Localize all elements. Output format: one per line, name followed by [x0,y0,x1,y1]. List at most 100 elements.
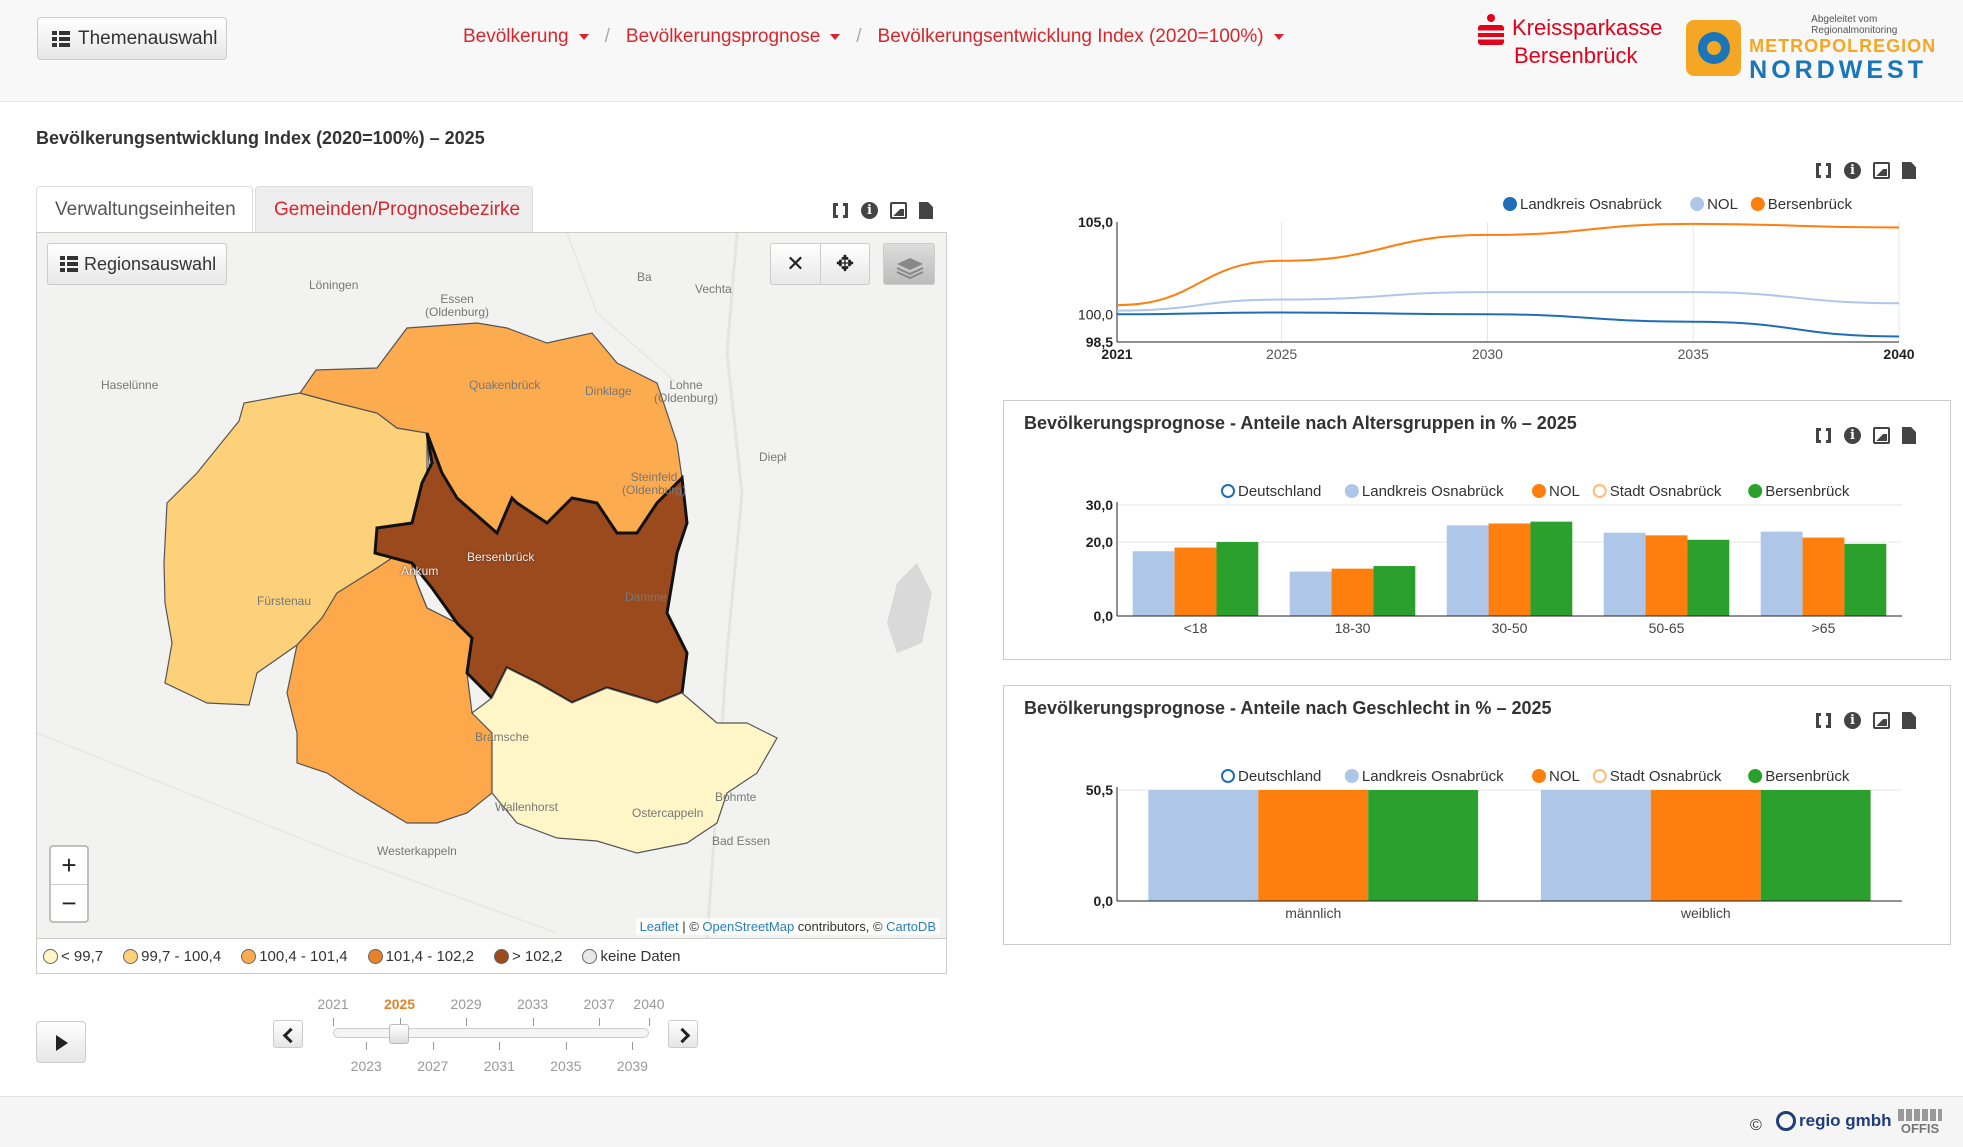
bar-bersenbrück-65[interactable] [1844,543,1887,616]
timeline-track[interactable] [333,1028,649,1038]
legend-label: 101,4 - 102,2 [385,947,474,965]
chart-legend-item[interactable]: Bersenbrück [1748,483,1850,500]
bar-bersenbrück-männlich[interactable] [1368,790,1479,901]
tab-verwaltungseinheiten[interactable]: Verwaltungseinheiten [36,186,253,232]
timeline-tick [466,1018,468,1026]
chart-legend-item[interactable]: NOL [1690,196,1738,213]
image-export-icon[interactable] [1873,427,1890,444]
bar-nol-18-30[interactable] [1331,568,1374,616]
bar-nol-50-65[interactable] [1645,535,1688,616]
x-tick-label: 18-30 [1335,620,1371,636]
timeline-year-label[interactable]: 2040 [633,996,665,1012]
breadcrumb-subtopic[interactable]: Bevölkerungsprognose [626,26,841,48]
bar-landkreis-osnabrück-30-50[interactable] [1446,525,1489,616]
cartodb-link[interactable]: CartoDB [886,919,936,934]
play-button[interactable] [36,1021,86,1063]
bar-nol-30-50[interactable] [1488,523,1531,617]
map-view[interactable]: Regionsauswahl ✕ ✥ Löningen Essen (Oldenbu… [36,232,947,939]
info-icon[interactable] [861,202,878,219]
info-icon[interactable] [1844,427,1861,444]
series-line-bersenbrück[interactable] [1116,222,1900,307]
timeline-year-label[interactable]: 2035 [550,1058,582,1074]
theme-selection-button[interactable]: Themenauswahl [37,17,227,60]
bar-bersenbrück-30-50[interactable] [1530,521,1573,616]
bar-landkreis-osnabrück-18[interactable] [1132,551,1175,616]
bar-landkreis-osnabrück-50-65[interactable] [1603,532,1646,616]
chart-legend-item[interactable]: Deutschland [1221,768,1321,785]
chart-legend-item[interactable]: Deutschland [1221,483,1321,500]
image-export-icon[interactable] [1873,162,1890,179]
layers-icon[interactable] [883,243,935,285]
timeline-year-label[interactable]: 2037 [583,996,615,1012]
breadcrumb-topic[interactable]: Bevölkerung [463,26,589,48]
timeline-year-label[interactable]: 2029 [450,996,482,1012]
chart-legend-item[interactable]: Stadt Osnabrück [1592,483,1722,500]
map-toolbar: ✕ ✥ [770,243,870,285]
timeline-year-label[interactable]: 2031 [483,1058,515,1074]
timeline-handle[interactable] [389,1024,409,1044]
chart-legend-item[interactable]: NOL [1532,483,1580,500]
bar-bersenbrück-18-30[interactable] [1373,566,1416,616]
zoom-in-button[interactable]: + [61,850,77,880]
document-icon[interactable] [1902,712,1916,729]
y-tick-label: 98,5 [1086,334,1113,350]
timeline-current-year[interactable]: 2025 [383,996,416,1012]
chart-legend-item[interactable]: NOL [1532,768,1580,785]
chart-legend-item[interactable]: Stadt Osnabrück [1592,768,1722,785]
image-export-icon[interactable] [1873,712,1890,729]
timeline-year-label[interactable]: 2021 [317,996,349,1012]
zoom-out-button[interactable]: − [51,884,87,921]
timeline-tick [333,1018,334,1026]
bar-landkreis-osnabrück-65[interactable] [1760,531,1803,616]
leaflet-link[interactable]: Leaflet [639,919,679,934]
legend-item: keine Daten [582,948,681,965]
map-place-label: Lohne (Oldenburg) [654,378,719,405]
chart-legend-item[interactable]: Landkreis Osnabrück [1344,483,1504,500]
move-icon[interactable]: ✥ [819,244,869,284]
bar-bersenbrück-50-65[interactable] [1687,539,1730,616]
chart-legend-item[interactable]: Landkreis Osnabrück [1503,196,1662,213]
osm-link[interactable]: OpenStreetMap [702,919,795,934]
bar-landkreis-osnabrück-männlich[interactable] [1148,790,1259,901]
tab-gemeinden[interactable]: Gemeinden/Prognosebezirke [255,186,533,232]
breadcrumb-indicator[interactable]: Bevölkerungsentwicklung Index (2020=100%… [878,26,1284,48]
bar-nol-18[interactable] [1174,547,1217,616]
document-icon[interactable] [919,202,933,219]
next-year-button[interactable] [668,1020,698,1048]
series-line-landkreis-osnabrück[interactable] [1116,311,1900,338]
bar-landkreis-osnabrück-weiblich[interactable] [1540,790,1651,901]
bar-nol-männlich[interactable] [1258,790,1369,901]
close-selection-icon[interactable]: ✕ [786,251,805,276]
timeline-year-label[interactable]: 2039 [616,1058,648,1074]
bar-nol-65[interactable] [1802,537,1845,616]
bar-landkreis-osnabrück-18-30[interactable] [1289,571,1332,616]
legend-marker [1503,197,1517,211]
chart-legend-item[interactable]: Bersenbrück [1750,196,1853,213]
region-selection-button[interactable]: Regionsauswahl [47,243,227,285]
fullscreen-icon[interactable] [1815,161,1832,180]
document-icon[interactable] [1902,427,1916,444]
regio-logo[interactable]: regio gmbh [1776,1111,1892,1131]
y-tick-label: 100,0 [1078,306,1113,322]
fullscreen-icon[interactable] [832,201,849,220]
info-icon[interactable] [1844,712,1861,729]
previous-year-button[interactable] [273,1020,303,1048]
bar-bersenbrück-18[interactable] [1216,542,1259,616]
region-bramsche[interactable] [471,667,778,854]
bar-bersenbrück-weiblich[interactable] [1760,790,1871,901]
chart-legend-item[interactable]: Landkreis Osnabrück [1344,768,1504,785]
fullscreen-icon[interactable] [1815,711,1832,730]
fullscreen-icon[interactable] [1815,426,1832,445]
bar-nol-weiblich[interactable] [1650,790,1761,901]
age-chart-tools [1815,426,1916,445]
offis-logo[interactable]: OFFIS [1898,1109,1942,1135]
document-icon[interactable] [1902,162,1916,179]
line-chart: Landkreis Osnabrück NOL Bersenbrück 2021 202… [1078,196,1915,362]
series-line-nol[interactable] [1116,291,1900,312]
image-export-icon[interactable] [890,202,907,219]
chart-legend-item[interactable]: Bersenbrück [1748,768,1850,785]
timeline-year-label[interactable]: 2027 [417,1058,449,1074]
timeline-year-label[interactable]: 2023 [350,1058,382,1074]
info-icon[interactable] [1844,162,1861,179]
timeline-year-label[interactable]: 2033 [517,996,549,1012]
